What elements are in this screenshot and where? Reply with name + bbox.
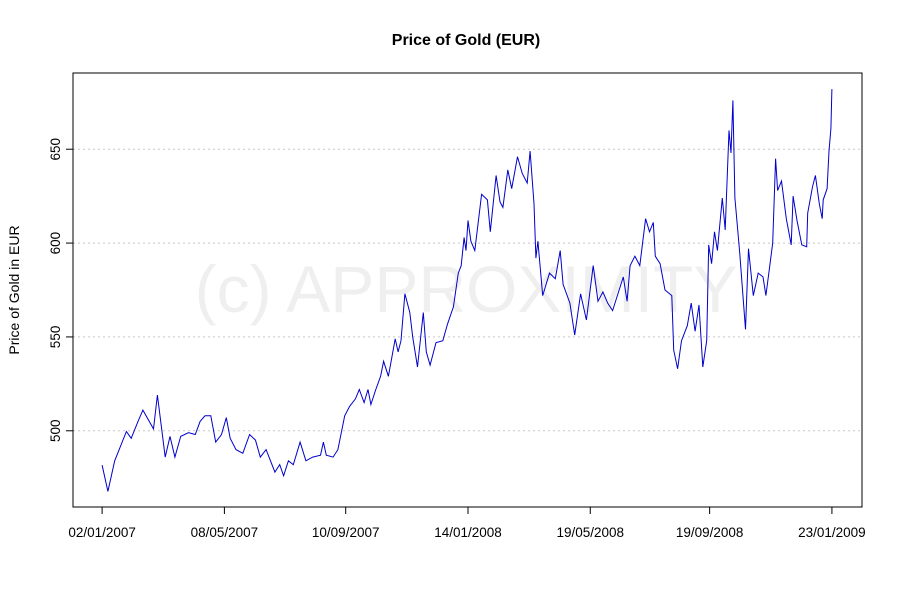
- y-axis: 500 550 600 650: [48, 138, 73, 442]
- x-tick-label: 02/01/2007: [68, 525, 136, 540]
- x-tick-label: 08/05/2007: [191, 525, 259, 540]
- chart-title: Price of Gold (EUR): [392, 32, 540, 49]
- y-tick-label: 550: [48, 326, 63, 349]
- x-tick-label: 10/09/2007: [312, 525, 380, 540]
- price-line: [101, 89, 833, 492]
- y-tick-label: 650: [48, 138, 63, 161]
- x-tick-label: 14/01/2008: [434, 525, 502, 540]
- y-tick-label: 600: [48, 232, 63, 255]
- gridlines: [73, 148, 862, 432]
- x-tick-label: 23/01/2009: [798, 525, 866, 540]
- watermark: (c) APPROXIMITY: [195, 252, 738, 326]
- x-tick-label: 19/09/2008: [676, 525, 744, 540]
- x-tick-label: 19/05/2008: [556, 525, 624, 540]
- y-tick-label: 500: [48, 420, 63, 443]
- y-axis-label: Price of Gold in EUR: [6, 225, 22, 354]
- x-axis: 02/01/2007 08/05/2007 10/09/2007 14/01/2008…: [68, 506, 866, 540]
